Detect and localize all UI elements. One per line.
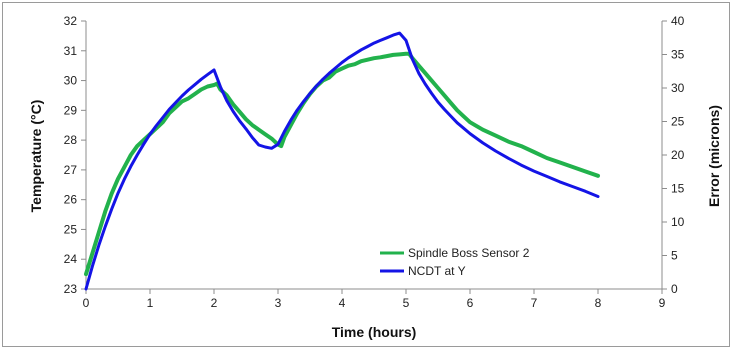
y-tick-label: 28 <box>64 133 78 147</box>
x-tick-label: 0 <box>83 296 90 310</box>
y2-tick-label: 5 <box>671 249 678 263</box>
y2-tick-label: 10 <box>671 215 685 229</box>
x-tick-label: 1 <box>147 296 154 310</box>
axes-layer: 0 1 2 3 4 5 6 7 8 9232425262728293031320510152025… <box>64 14 685 310</box>
x-tick-label: 3 <box>275 296 282 310</box>
x-tick-label: 7 <box>531 296 538 310</box>
y-tick-label: 29 <box>64 103 78 117</box>
x-tick-label: 4 <box>339 296 346 310</box>
y2-tick-label: 20 <box>671 148 685 162</box>
y-tick-label: 27 <box>64 163 78 177</box>
y2-tick-label: 35 <box>671 48 685 62</box>
x-tick-label: 8 <box>595 296 602 310</box>
y-axis-title: Temperature (°C) <box>28 100 44 213</box>
x-axis-title: Time (hours) <box>332 324 417 340</box>
y-tick-label: 23 <box>64 282 78 296</box>
labels-layer: Time (hours) Temperature (°C) Error (mic… <box>28 100 722 340</box>
y2-axis-title: Error (microns) <box>706 105 722 207</box>
y-tick-label: 31 <box>64 44 78 58</box>
y-tick-label: 25 <box>64 222 78 236</box>
y2-tick-label: 15 <box>671 182 685 196</box>
y2-tick-label: 0 <box>671 282 678 296</box>
legend-label-spindle-boss-sensor-2: Spindle Boss Sensor 2 <box>408 246 530 260</box>
y2-tick-label: 30 <box>671 81 685 95</box>
y2-tick-label: 25 <box>671 115 685 129</box>
y-tick-label: 26 <box>64 193 78 207</box>
x-tick-label: 6 <box>467 296 474 310</box>
y-tick-label: 24 <box>64 252 78 266</box>
legend: Spindle Boss Sensor 2 NCDT at Y <box>380 246 530 278</box>
y2-tick-label: 40 <box>671 14 685 28</box>
y-tick-label: 32 <box>64 14 78 28</box>
x-tick-label: 2 <box>211 296 218 310</box>
x-tick-label: 9 <box>659 296 666 310</box>
y-tick-label: 30 <box>64 74 78 88</box>
series-layer <box>84 31 600 291</box>
legend-label-ncdt-at-y: NCDT at Y <box>408 264 466 278</box>
x-tick-label: 5 <box>403 296 410 310</box>
series-line-ncdt-at-y <box>84 31 600 291</box>
